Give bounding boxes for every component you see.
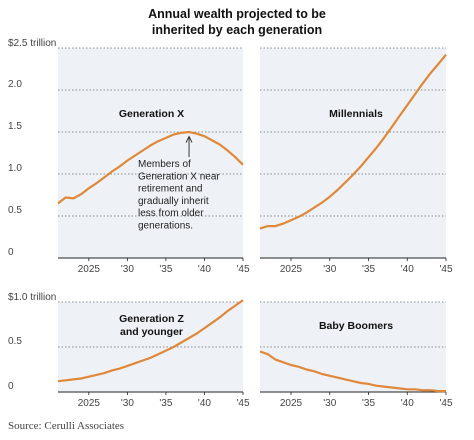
x-tick-label: '30 <box>323 398 336 409</box>
series-line-baby-boomers <box>259 350 446 393</box>
x-tick-label: '45 <box>236 264 249 275</box>
x-tick-label: '35 <box>159 264 172 275</box>
y-tick-label: $1.0 trillion <box>8 292 56 303</box>
annotation-line: Generation X near <box>138 171 220 182</box>
chart-title: Annual wealth projected to be inherited … <box>0 6 474 38</box>
y-tick-label: 2.0 <box>8 79 22 90</box>
y-tick-label: 0.5 <box>8 205 22 216</box>
y-tick-label: 1.0 <box>8 163 22 174</box>
annotation-text: Members of Generation X near retirement an… <box>138 159 220 232</box>
annotation-line: Members of <box>138 159 191 170</box>
series-line-millennials <box>259 53 447 230</box>
x-tick-label: '40 <box>198 398 211 409</box>
chart-title-line-1: Annual wealth projected to be <box>148 7 326 21</box>
series-label-generation-z: and younger <box>120 326 183 338</box>
annotation-line: less from older <box>138 208 204 219</box>
x-tick-label: '35 <box>362 264 375 275</box>
annotation-arrow-head <box>185 135 193 143</box>
chart-title-line-2: inherited by each generation <box>151 23 323 37</box>
small-multiples-chart: $2.5 trillion 2.0 1.5 1.0 0.5 0 2025 '30 '35 '40 '… <box>8 38 453 409</box>
annotation-line: retirement and <box>138 184 202 195</box>
y-tick-label: $2.5 trillion <box>8 38 56 49</box>
x-tick-label: '40 <box>401 264 414 275</box>
x-tick-label: '30 <box>323 264 336 275</box>
panel-background <box>58 48 243 258</box>
series-label-baby-boomers: Baby Boomers <box>319 320 393 332</box>
series-label-millennials: Millennials <box>329 108 383 120</box>
x-tick-label: 2025 <box>78 398 101 409</box>
x-tick-label: 2025 <box>280 264 303 275</box>
series-label-generation-x: Generation X <box>119 108 184 120</box>
y-tick-label: 0.5 <box>8 336 22 347</box>
panel-background <box>260 48 446 258</box>
x-tick-label: '30 <box>121 398 134 409</box>
series-line-generation-z <box>57 299 244 383</box>
x-tick-label: '45 <box>439 398 452 409</box>
x-tick-label: '35 <box>362 398 375 409</box>
x-tick-label: '30 <box>121 264 134 275</box>
source-note: Source: Cerulli Associates <box>8 420 125 432</box>
x-tick-label: 2025 <box>78 264 101 275</box>
x-tick-label: '40 <box>401 398 414 409</box>
y-tick-label: 1.5 <box>8 121 22 132</box>
annotation-line: generations. <box>138 221 193 232</box>
x-tick-label: '45 <box>439 264 452 275</box>
series-label-generation-z: Generation Z <box>119 313 184 325</box>
x-tick-label: 2025 <box>280 398 303 409</box>
y-tick-label: 0 <box>8 247 14 258</box>
x-tick-label: '45 <box>236 398 249 409</box>
y-tick-label: 0 <box>8 381 14 392</box>
x-tick-label: '40 <box>198 264 211 275</box>
series-line-generation-x <box>57 130 244 205</box>
x-tick-label: '35 <box>159 398 172 409</box>
annotation-line: gradually inherit <box>138 196 209 207</box>
